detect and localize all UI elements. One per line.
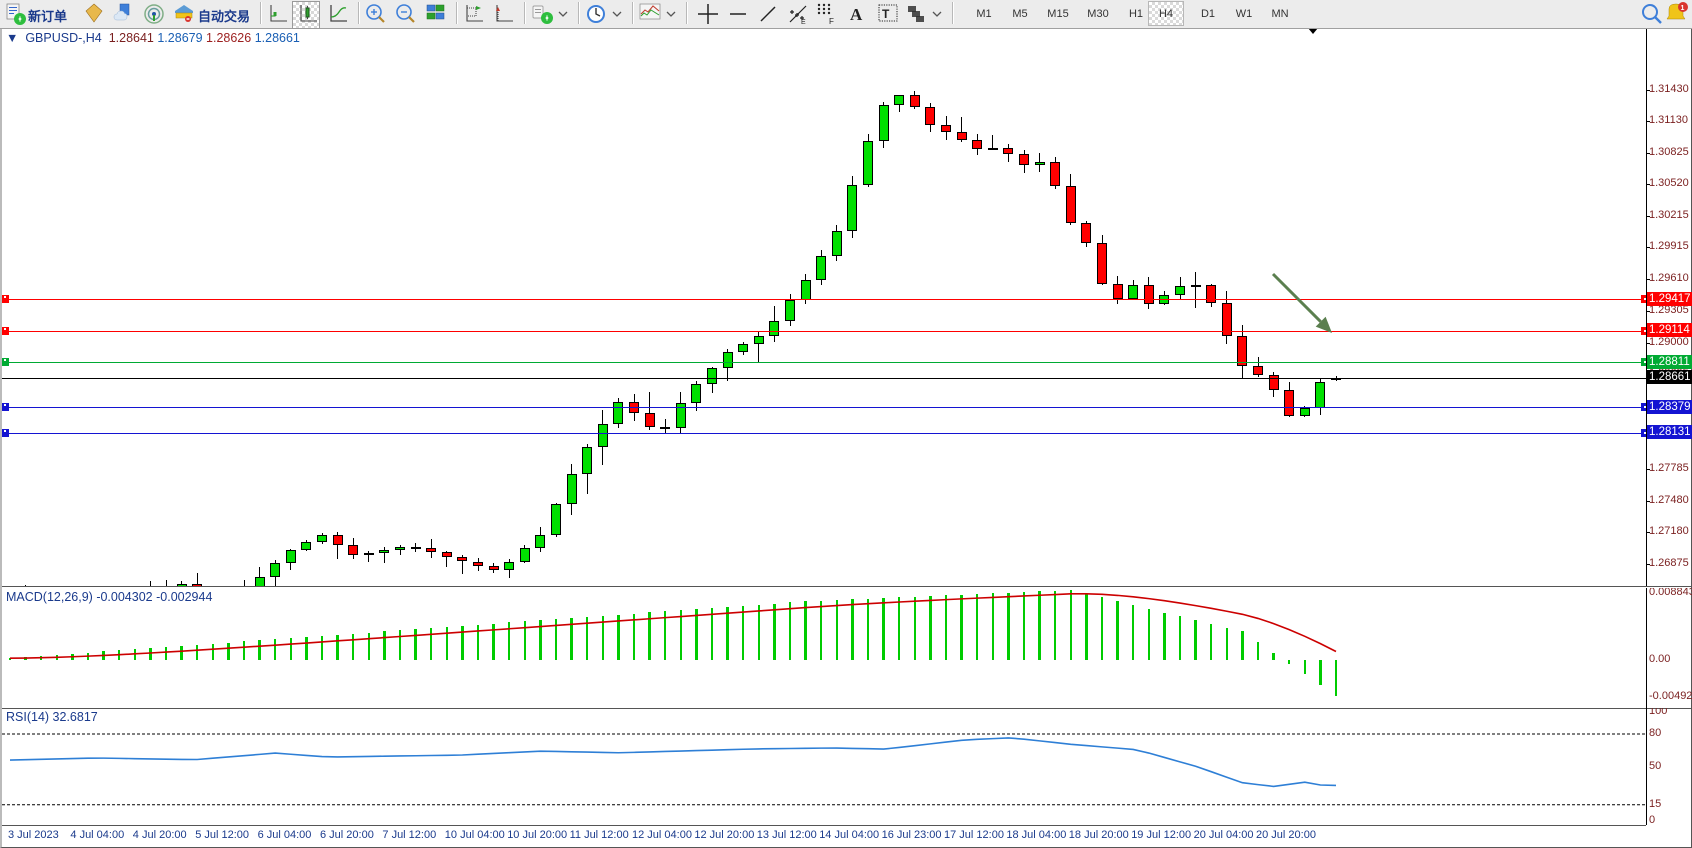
svg-text:E: E bbox=[801, 19, 806, 26]
svg-text:A: A bbox=[850, 5, 863, 24]
svg-text:1: 1 bbox=[1681, 5, 1685, 12]
svg-text:F: F bbox=[829, 17, 834, 26]
svg-text:T: T bbox=[882, 7, 890, 21]
